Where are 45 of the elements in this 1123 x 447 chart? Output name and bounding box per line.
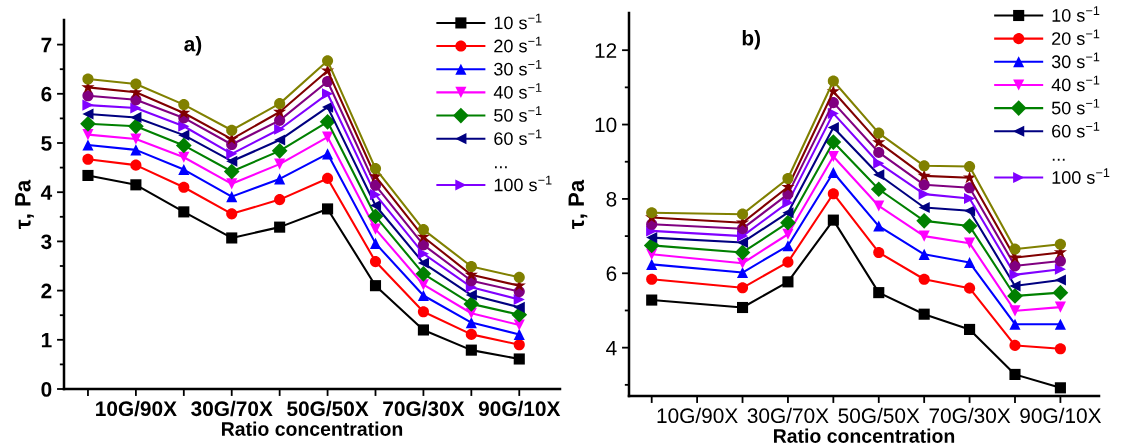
y-tick-label: 7 bbox=[41, 37, 52, 53]
legend-label: 20 s$^{−1}$ bbox=[494, 36, 542, 53]
y-tick-label: 5 bbox=[41, 136, 52, 151]
x-tick-label: 90G/10X bbox=[1020, 407, 1102, 424]
legend-label: 50 s$^{−1}$ bbox=[494, 106, 542, 122]
legend-label: 100 s$^{−1}$ bbox=[1052, 168, 1110, 184]
legend-label: 10 s$^{−1}$ bbox=[1052, 6, 1100, 22]
legend-label: 10 s$^{−1}$ bbox=[494, 13, 542, 30]
x-tick-label: 30G/70X bbox=[191, 400, 273, 417]
legend-label: 40 s$^{−1}$ bbox=[493, 83, 542, 99]
text: a) bbox=[184, 36, 202, 56]
y-tick-label: 4 bbox=[606, 340, 617, 356]
x-tick-label: 50G/50X bbox=[287, 400, 369, 417]
x-axis-title: Ratio concentration bbox=[222, 421, 403, 436]
y-axis-title: τ, Pa bbox=[15, 179, 34, 230]
y-tick-label: 6 bbox=[41, 86, 52, 102]
y-tick-label: 10 bbox=[595, 117, 617, 133]
legend-label: 60 s$^{−1}$ bbox=[494, 129, 542, 146]
y-tick-label: 4 bbox=[40, 185, 53, 200]
y-tick-label: 2 bbox=[41, 283, 52, 299]
legend-label: 60 s$^{−1}$ bbox=[1052, 122, 1100, 138]
x-tick-label: 10G/90X bbox=[657, 407, 738, 424]
y-tick-label: 8 bbox=[606, 191, 617, 207]
y-tick-label: 3 bbox=[41, 234, 52, 250]
x-tick-label: 70G/30X bbox=[929, 407, 1011, 424]
legend-label: 30 s$^{−1}$ bbox=[1051, 52, 1100, 69]
x-axis-title: Ratio concentration bbox=[774, 428, 955, 443]
x-tick-label: 50G/50X bbox=[838, 407, 920, 424]
annotation: ... bbox=[1052, 158, 1065, 161]
x-tick-label: 90G/10X bbox=[478, 400, 561, 417]
y-tick-label: 6 bbox=[606, 266, 617, 282]
x-tick-label: 10G/90X bbox=[96, 400, 177, 417]
x-tick-label: 30G/70X bbox=[747, 407, 829, 424]
x-tick-label: 70G/30X bbox=[383, 400, 465, 417]
annotation: ... bbox=[495, 166, 507, 169]
legend-label: 20 s$^{−1}$ bbox=[1052, 29, 1100, 45]
y-axis-title: τ, Pa bbox=[568, 179, 588, 230]
y-tick-label: 12 bbox=[595, 43, 617, 58]
y-tick-label: 1 bbox=[41, 333, 52, 348]
legend-label: 100 s$^{−1}$ bbox=[494, 175, 552, 192]
legend-label: 30 s$^{−1}$ bbox=[494, 60, 542, 76]
y-tick-label: 0 bbox=[41, 382, 52, 397]
legend-label: 50 s$^{−1}$ bbox=[1051, 98, 1100, 115]
legend-label: 40 s$^{−1}$ bbox=[1051, 75, 1100, 92]
text: b) bbox=[742, 30, 760, 50]
